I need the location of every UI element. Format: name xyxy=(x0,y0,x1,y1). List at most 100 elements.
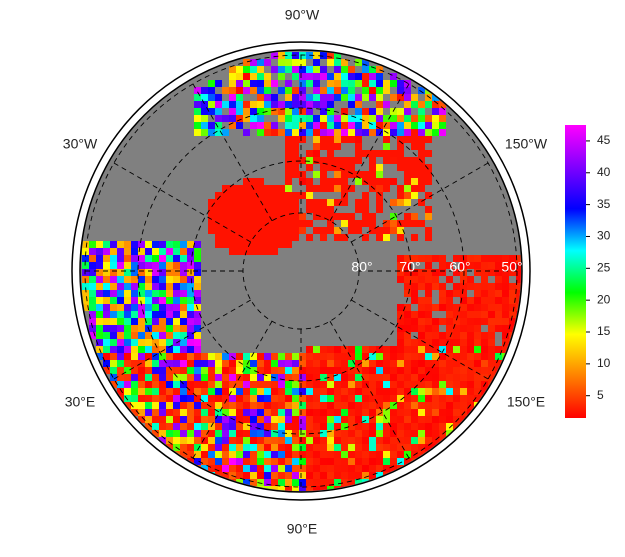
data-cell xyxy=(250,437,257,444)
data-cell xyxy=(243,409,250,416)
data-cell xyxy=(439,374,446,381)
data-cell xyxy=(201,444,208,451)
data-cell xyxy=(145,367,152,374)
data-cell xyxy=(376,437,383,444)
data-cell xyxy=(215,416,222,423)
data-cell xyxy=(404,388,411,395)
data-cell xyxy=(467,360,474,367)
data-cell xyxy=(390,458,397,465)
data-cell xyxy=(376,80,383,87)
data-cell xyxy=(320,423,327,430)
data-cell xyxy=(509,311,516,318)
data-cell xyxy=(215,129,222,136)
colorbar-tick-label: 5 xyxy=(597,388,604,402)
data-cell xyxy=(145,346,152,353)
data-cell xyxy=(327,458,334,465)
data-cell xyxy=(257,479,264,486)
data-cell xyxy=(341,402,348,409)
data-cell xyxy=(278,73,285,80)
data-cell xyxy=(292,465,299,472)
data-cell xyxy=(138,255,145,262)
data-cell xyxy=(124,241,131,248)
data-cell xyxy=(313,395,320,402)
data-cell xyxy=(390,213,397,220)
data-cell xyxy=(453,325,460,332)
data-cell xyxy=(271,416,278,423)
data-cell xyxy=(152,339,159,346)
data-cell xyxy=(278,381,285,388)
data-cell xyxy=(180,339,187,346)
data-cell xyxy=(348,87,355,94)
data-cell xyxy=(453,346,460,353)
data-cell xyxy=(187,283,194,290)
data-cell xyxy=(474,269,481,276)
data-cell xyxy=(103,262,110,269)
data-cell xyxy=(334,465,341,472)
data-cell xyxy=(404,129,411,136)
data-cell xyxy=(124,276,131,283)
data-cell xyxy=(285,164,292,171)
data-cell xyxy=(306,73,313,80)
data-cell xyxy=(376,388,383,395)
data-cell xyxy=(208,122,215,129)
data-cell xyxy=(292,171,299,178)
data-cell xyxy=(117,255,124,262)
data-cell xyxy=(229,402,236,409)
data-cell xyxy=(236,227,243,234)
data-cell xyxy=(355,157,362,164)
data-cell xyxy=(383,150,390,157)
data-cell xyxy=(509,318,516,325)
data-cell xyxy=(208,94,215,101)
data-cell xyxy=(222,395,229,402)
data-cell xyxy=(516,297,521,304)
data-cell xyxy=(173,262,180,269)
data-cell xyxy=(229,360,236,367)
data-cell xyxy=(117,248,124,255)
data-cell xyxy=(446,297,453,304)
data-cell xyxy=(397,416,404,423)
data-cell xyxy=(418,108,425,115)
data-cell xyxy=(495,353,502,360)
data-cell xyxy=(201,374,208,381)
data-cell xyxy=(348,101,355,108)
data-cell xyxy=(397,129,404,136)
data-cell xyxy=(341,367,348,374)
data-cell xyxy=(404,220,411,227)
data-cell xyxy=(355,150,362,157)
data-cell xyxy=(348,66,355,73)
data-cell xyxy=(278,108,285,115)
data-cell xyxy=(425,171,432,178)
data-cell xyxy=(236,185,243,192)
data-cell xyxy=(348,451,355,458)
data-cell xyxy=(194,283,201,290)
data-cell xyxy=(404,122,411,129)
data-cell xyxy=(446,332,453,339)
data-cell xyxy=(285,360,292,367)
graticule xyxy=(81,51,521,491)
data-cell xyxy=(215,388,222,395)
data-cell xyxy=(250,479,257,486)
data-cell xyxy=(327,409,334,416)
data-cell xyxy=(292,409,299,416)
data-cell xyxy=(383,395,390,402)
data-cell xyxy=(369,388,376,395)
data-cell xyxy=(236,248,243,255)
data-cell xyxy=(397,262,404,269)
data-cell xyxy=(285,122,292,129)
data-cell xyxy=(495,269,502,276)
data-cell xyxy=(390,220,397,227)
data-cell xyxy=(376,472,383,479)
data-cell xyxy=(306,472,313,479)
data-cell xyxy=(152,409,159,416)
data-cell xyxy=(397,143,404,150)
data-cell xyxy=(327,437,334,444)
data-cell xyxy=(348,129,355,136)
data-cell xyxy=(222,430,229,437)
data-cell xyxy=(432,437,439,444)
data-cell xyxy=(481,388,488,395)
data-cell xyxy=(453,269,460,276)
data-cell xyxy=(411,325,418,332)
data-cell xyxy=(236,206,243,213)
data-cell xyxy=(110,283,117,290)
data-cell xyxy=(159,367,166,374)
